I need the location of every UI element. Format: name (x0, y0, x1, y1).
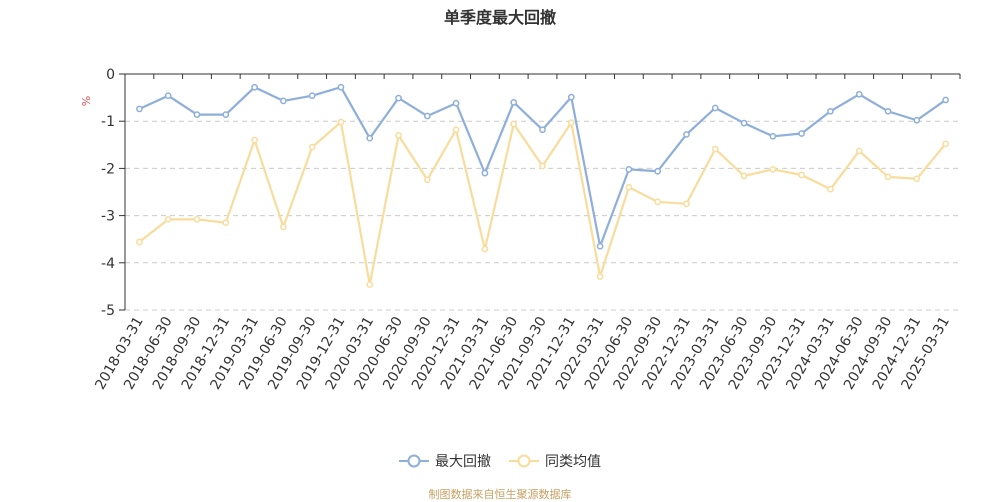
data-point (913, 175, 921, 183)
data-point (423, 176, 431, 184)
y-tick-label: -3 (101, 209, 115, 225)
data-point (625, 165, 633, 173)
data-point (596, 273, 604, 280)
legend-line-marker-yellow (509, 454, 539, 468)
data-point (711, 145, 719, 153)
data-point (280, 223, 287, 231)
data-point (193, 111, 201, 118)
data-point (280, 97, 287, 105)
data-point (337, 83, 345, 91)
legend-item-peer-average[interactable]: 同类均值 (509, 451, 601, 471)
series-line-peer-average (138, 121, 947, 286)
legend-item-max-drawdown[interactable]: 最大回撤 (399, 451, 491, 471)
data-point (308, 92, 316, 100)
data-point (942, 140, 949, 148)
y-tick-label: -1 (101, 114, 115, 130)
data-point (942, 96, 949, 104)
legend-line-marker-blue (399, 454, 429, 468)
data-point (625, 183, 633, 191)
data-point (740, 119, 748, 127)
series (136, 83, 949, 288)
data-point (539, 126, 546, 134)
axes: 0-1-2-3-4-52018-03-312018-06-302018-09-3… (92, 67, 961, 392)
data-source-note: 制图数据来自恒生聚源数据库 (428, 488, 572, 501)
y-tick-label: -2 (101, 161, 115, 177)
data-point (136, 105, 143, 113)
data-point (481, 169, 489, 177)
data-point (827, 107, 834, 115)
data-point (884, 173, 892, 181)
legend: 最大回撤 同类均值 (0, 451, 1000, 471)
data-point (683, 131, 690, 138)
data-point (510, 120, 518, 128)
data-point (827, 185, 834, 193)
data-point (769, 165, 777, 173)
data-point (855, 90, 863, 98)
data-point (740, 172, 748, 180)
data-point (251, 136, 258, 144)
y-tick-label: -5 (101, 303, 115, 319)
data-point (423, 112, 431, 120)
data-point (366, 281, 374, 288)
data-point (539, 162, 546, 170)
data-point (164, 216, 172, 223)
data-point (452, 126, 460, 134)
data-point (683, 200, 690, 208)
y-tick-label: 0 (106, 67, 115, 83)
data-point (222, 111, 230, 118)
data-point (884, 107, 892, 115)
data-point (567, 93, 575, 101)
data-point (222, 219, 230, 227)
data-point (308, 143, 316, 151)
data-point (251, 83, 258, 91)
data-point (395, 94, 402, 102)
y-axis-unit-label: % (80, 96, 93, 106)
data-point (136, 238, 143, 246)
data-point (337, 118, 345, 126)
data-point (452, 99, 460, 107)
data-point (366, 134, 374, 142)
data-point (654, 167, 662, 175)
data-point (596, 242, 604, 250)
data-point (395, 132, 402, 139)
data-point (164, 92, 172, 100)
data-point (481, 245, 489, 253)
data-point (567, 119, 575, 126)
data-point (510, 98, 518, 106)
data-point (769, 132, 777, 140)
legend-label-peer-average: 同类均值 (545, 454, 601, 470)
data-point (193, 216, 201, 223)
chart-title: 单季度最大回撤 (443, 8, 556, 27)
data-point (855, 147, 863, 155)
data-point (654, 198, 662, 206)
data-point (798, 171, 805, 179)
data-point (711, 104, 719, 112)
legend-label-max-drawdown: 最大回撤 (435, 454, 491, 470)
data-point (913, 116, 921, 124)
data-point (798, 130, 805, 137)
y-tick-label: -4 (101, 256, 115, 272)
